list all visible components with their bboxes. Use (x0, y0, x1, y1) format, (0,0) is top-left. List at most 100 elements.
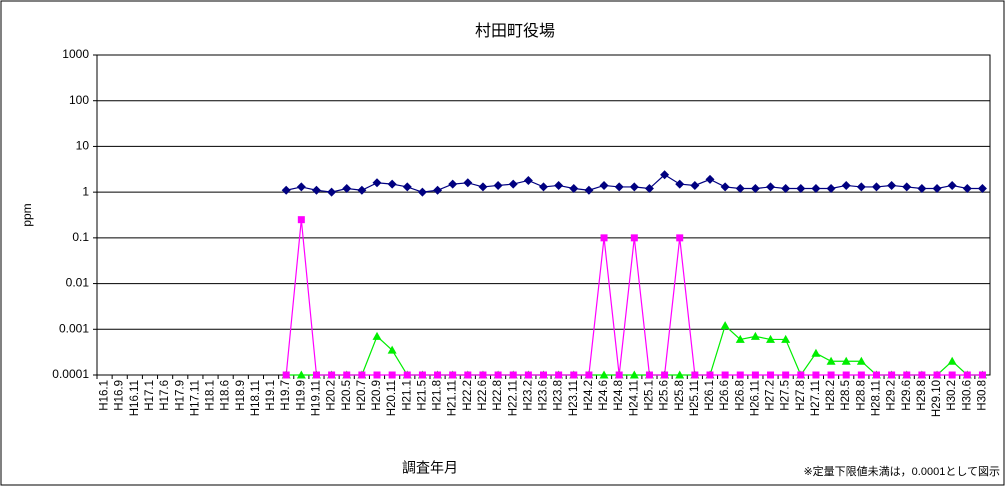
x-tick-label: H20.11 (386, 380, 398, 416)
x-tick-label: H19.1 (265, 380, 277, 411)
data-point (584, 185, 594, 195)
data-point (448, 179, 458, 189)
data-point (387, 179, 397, 189)
data-point (508, 179, 518, 189)
data-point (948, 371, 956, 379)
data-point (599, 180, 609, 190)
data-point (570, 371, 578, 379)
x-tick-label: H23.2 (522, 380, 534, 411)
x-tick-label: H19.7 (280, 380, 292, 411)
x-tick-label: H28.8 (855, 380, 867, 411)
data-point (963, 371, 971, 379)
data-point (903, 371, 911, 379)
y-tick-label: 0.01 (66, 276, 90, 290)
data-point (296, 370, 306, 379)
data-point (736, 371, 744, 379)
data-point (766, 334, 776, 343)
x-tick-label: H27.11 (810, 380, 822, 416)
data-point (796, 184, 806, 194)
x-tick-label: H29.2 (886, 380, 898, 411)
x-tick-label: H18.6 (220, 380, 232, 411)
data-point (721, 371, 729, 379)
data-point (750, 331, 760, 340)
note: ※定量下限値未満は，0.0001として図示 (803, 464, 1000, 478)
data-point (312, 371, 320, 379)
x-tick-label: H21.1 (401, 380, 413, 411)
x-tick-label: H28.11 (871, 380, 883, 416)
data-point (706, 371, 714, 379)
x-tick-label: H23.8 (553, 380, 565, 411)
data-point (902, 182, 912, 192)
data-point (555, 371, 563, 379)
data-point (661, 371, 669, 379)
y-tick-label: 100 (69, 93, 89, 107)
data-point (494, 371, 502, 379)
data-point (888, 371, 896, 379)
data-point (418, 371, 426, 379)
data-point (281, 185, 291, 195)
data-point (767, 371, 775, 379)
data-point (388, 371, 396, 379)
data-point (493, 180, 503, 190)
y-tick-label: 10 (76, 139, 90, 153)
data-point (585, 371, 593, 379)
x-tick-label: H19.11 (310, 380, 322, 416)
x-tick-label: H24.6 (598, 380, 610, 411)
x-tick-label: H25.1 (643, 380, 655, 411)
data-point (826, 184, 836, 194)
data-point (342, 184, 352, 194)
x-tick-label: H25.11 (689, 380, 701, 416)
data-point (675, 370, 685, 379)
x-tick-label: H29.6 (901, 380, 913, 411)
data-point (841, 180, 851, 190)
data-point (887, 180, 897, 190)
data-point (645, 371, 653, 379)
data-point (751, 371, 759, 379)
x-tick-label: H25.6 (659, 380, 671, 411)
x-tick-label: H21.8 (432, 380, 444, 411)
data-point (705, 174, 715, 184)
data-point (297, 216, 305, 224)
x-tick-label: H26.11 (749, 380, 761, 416)
y-tick-label: 0.0001 (52, 367, 89, 381)
x-tick-label: H21.5 (416, 380, 428, 411)
x-tick-label: H28.2 (825, 380, 837, 411)
data-point (826, 356, 836, 365)
data-point (690, 180, 700, 190)
x-tick-label: H19.9 (295, 380, 307, 411)
x-tick-label: H17.1 (144, 380, 156, 411)
y-tick-label: 1000 (62, 47, 89, 61)
y-tick-label: 0.001 (59, 321, 89, 335)
data-point (296, 182, 306, 192)
x-tick-label: H30.6 (961, 380, 973, 411)
data-point (402, 182, 412, 192)
data-point (509, 371, 517, 379)
data-point (524, 371, 532, 379)
data-point (615, 371, 623, 379)
data-point (387, 345, 397, 354)
data-point (449, 371, 457, 379)
data-point (539, 182, 548, 192)
data-point (675, 179, 685, 189)
data-point (434, 371, 442, 379)
data-point (720, 182, 730, 192)
data-point (372, 331, 382, 340)
data-point (630, 234, 638, 242)
x-tick-label: H21.11 (447, 380, 459, 416)
data-point (691, 371, 699, 379)
data-point (918, 371, 926, 379)
x-tick-label: H27.5 (780, 380, 792, 411)
x-tick-label: H18.9 (235, 380, 247, 411)
data-point (962, 184, 972, 194)
data-point (933, 371, 941, 379)
data-point (523, 175, 533, 185)
data-point (841, 356, 851, 365)
plot-area (96, 54, 991, 376)
data-point (766, 182, 776, 192)
data-point (827, 371, 835, 379)
data-point (282, 371, 290, 379)
x-tick-label: H26.1 (704, 380, 716, 411)
x-tick-label: H24.11 (628, 380, 640, 416)
data-point (629, 370, 639, 379)
x-tick-label: H30.2 (946, 380, 958, 411)
